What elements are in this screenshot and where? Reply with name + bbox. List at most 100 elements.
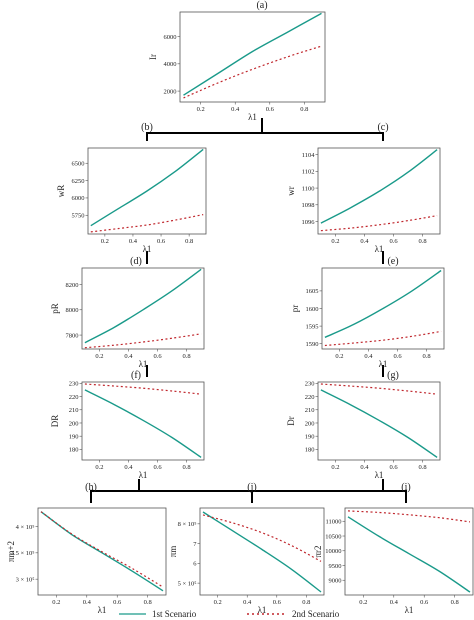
x-tick-label: 0.6	[393, 353, 402, 360]
panel-f: 0.2 0.4 0.6 0.8 180 190 200 210 220 230 λ1 DR (f)	[50, 370, 205, 480]
y-tick-label: 8 × 10⁵	[178, 521, 197, 528]
series-line-a-1	[183, 12, 322, 96]
panel-label-g: (g)	[387, 370, 399, 381]
x-tick-label: 0.8	[183, 464, 191, 471]
panel-label-b: (b)	[141, 122, 153, 133]
x-tick-label: 0.8	[300, 106, 308, 113]
x-axis-label: λ1	[98, 605, 107, 615]
series-line-g-1	[320, 389, 438, 458]
x-tick-label: 0.8	[419, 464, 427, 471]
panel-label-c: (c)	[377, 122, 388, 133]
y-tick-label: 10000	[325, 548, 341, 555]
y-axis-label: πm+2	[6, 541, 16, 562]
y-tick-label: 3 × 10⁵	[16, 576, 35, 583]
y-tick-label: 200	[305, 420, 315, 427]
x-tick-label: 0.2	[359, 599, 367, 606]
x-tick-label: 0.4	[364, 353, 373, 360]
x-axis-label: λ1	[258, 605, 267, 615]
x-tick-label: 0.4	[390, 599, 399, 606]
panel-g: 0.2 0.4 0.6 0.8 180 190 200 210 220 230 λ1 Dr (g)	[286, 370, 441, 480]
y-axis-label: wR	[56, 185, 66, 198]
panel-label-a: (a)	[256, 0, 267, 11]
x-tick-label: 0.8	[419, 238, 427, 245]
x-tick-label: 0.2	[331, 464, 339, 471]
x-tick-label: 0.2	[335, 353, 343, 360]
x-tick-label: 0.8	[183, 353, 191, 360]
x-axis-label: λ1	[375, 244, 384, 254]
y-tick-label: 190	[69, 434, 79, 441]
series-line-c-2	[320, 215, 438, 232]
x-tick-label: 0.2	[95, 464, 103, 471]
series-line-c-1	[320, 149, 438, 224]
y-tick-label: 4 × 10⁵	[16, 524, 35, 531]
x-tick-label: 0.8	[144, 599, 152, 606]
x-axis-label: λ1	[248, 112, 257, 122]
x-tick-label: 0.6	[157, 238, 166, 245]
panel-c: 0.2 0.4 0.6 0.8 1096 1098 1100 1102 1104 λ1 wr (c)	[286, 122, 441, 254]
y-tick-label: 7	[193, 541, 197, 548]
x-axis-label: λ1	[143, 244, 152, 254]
y-tick-label: 2000	[164, 88, 177, 95]
y-tick-label: 1600	[306, 306, 319, 313]
series-line-h-2	[40, 511, 164, 588]
panel-label-e: (e)	[387, 256, 398, 267]
x-tick-label: 0.2	[197, 106, 205, 113]
x-tick-label: 0.6	[266, 106, 275, 113]
y-axis-label: πr2	[313, 545, 323, 557]
panel-frame-j	[199, 507, 325, 596]
y-tick-label: 8200	[66, 282, 79, 289]
x-tick-label: 0.6	[153, 464, 162, 471]
series-line-j-2	[202, 514, 322, 562]
legend-label-s1: 1st Scenario	[152, 609, 197, 619]
panel-frame-a	[179, 11, 326, 103]
y-tick-label: 8000	[66, 307, 79, 314]
connector-bottom-bar	[90, 490, 407, 503]
panel-e: 0.2 0.4 0.6 0.8 1590 1595 1600 1605 λ1 pr (e)	[290, 256, 445, 369]
x-axis-label: λ1	[375, 470, 384, 480]
panel-j: 0.2 0.4 0.6 0.8 5 × 10⁵ 6 7 8 × 10⁵ λ1 πm (j)	[168, 482, 325, 615]
y-tick-label: 5 × 10⁵	[178, 580, 197, 587]
y-tick-label: 1595	[306, 323, 319, 330]
y-tick-label: 180	[69, 447, 79, 454]
x-tick-label: 0.4	[360, 238, 369, 245]
x-tick-label: 0.8	[451, 599, 459, 606]
panel-frame-i	[344, 507, 474, 596]
y-tick-label: 3.5 × 10⁵	[11, 550, 35, 557]
y-axis-label: pR	[50, 303, 60, 314]
connector-a-bc	[146, 132, 384, 141]
panel-a: 0.2 0.4 0.6 0.8 2000 4000 6000 λ1 Ir (a)	[148, 0, 326, 122]
panel-i: 0.2 0.4 0.6 0.8 9000 9500 10000 10500 11000 λ1 πr2…	[313, 482, 474, 615]
panel-label-f: (f)	[131, 370, 141, 381]
series-line-d-2	[84, 333, 202, 349]
panel-label-j: (j)	[247, 482, 256, 493]
y-tick-label: 190	[305, 434, 315, 441]
y-tick-label: 1096	[302, 219, 316, 226]
panel-b: 0.2 0.4 0.6 0.8 5750 6000 6250 6500 λ1 wR (b)	[56, 122, 207, 254]
panel-label-d: (d)	[130, 256, 142, 267]
x-tick-label: 0.6	[389, 464, 398, 471]
y-tick-label: 1102	[302, 169, 315, 176]
series-line-b-1	[90, 148, 204, 227]
x-tick-label: 0.4	[129, 238, 138, 245]
x-tick-label: 0.8	[185, 238, 193, 245]
y-tick-label: 220	[69, 394, 79, 401]
x-tick-label: 0.2	[101, 238, 109, 245]
y-tick-label: 220	[305, 394, 315, 401]
x-axis-label: λ1	[379, 359, 388, 369]
x-axis-label: λ1	[139, 470, 148, 480]
x-tick-label: 0.6	[420, 599, 429, 606]
y-tick-label: 4000	[164, 61, 177, 68]
y-tick-label: 6500	[72, 161, 85, 168]
y-tick-label: 6250	[72, 178, 85, 185]
y-tick-label: 6000	[72, 195, 85, 202]
y-axis-label: pr	[290, 305, 300, 313]
y-tick-label: 180	[305, 447, 315, 454]
series-line-b-2	[90, 214, 204, 233]
y-tick-label: 1104	[302, 152, 316, 159]
y-tick-label: 1605	[306, 288, 319, 295]
y-tick-label: 210	[69, 407, 79, 414]
panel-h: 0.2 0.4 0.6 0.8 3 × 10⁵ 3.5 × 10⁵ 4 × 10⁵ λ1 πm+…	[6, 482, 167, 615]
y-tick-label: 1100	[302, 185, 315, 192]
series-line-e-2	[324, 330, 442, 347]
